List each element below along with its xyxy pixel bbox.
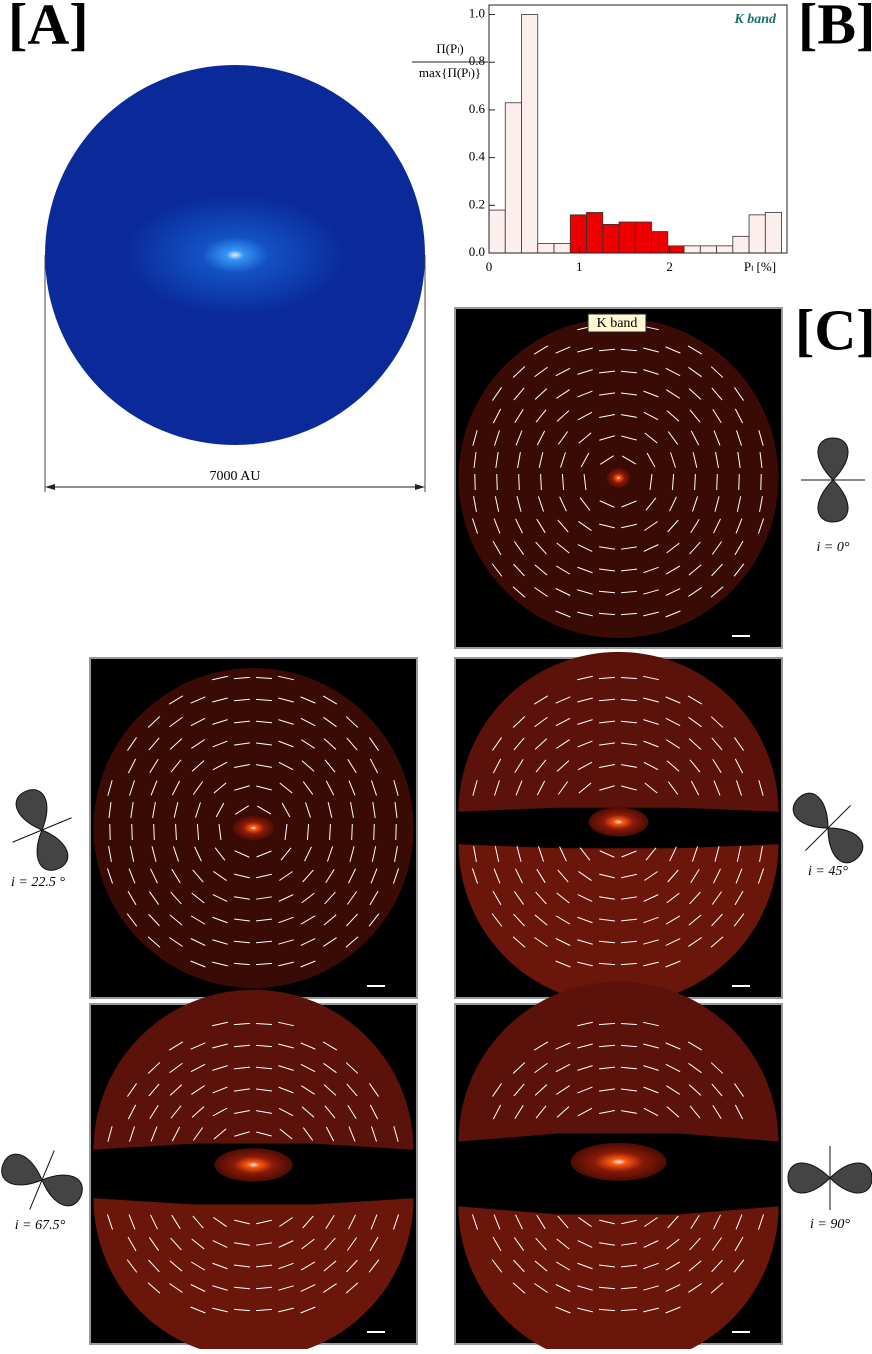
core [571,1143,667,1181]
bar [489,210,505,253]
inclination: i = 0° [817,540,850,555]
bar [538,243,554,253]
bar [765,212,781,253]
disk-glow [125,195,345,315]
panel [90,658,417,998]
lobe [0,1150,87,1210]
pol-vector [497,474,498,490]
core [215,1148,293,1182]
bar [554,243,570,253]
scale-label: 7000 AU [210,469,261,484]
band-label: K band [597,316,638,331]
panel-label: [B] [798,0,872,56]
y-tick-label: 0.2 [469,196,485,211]
panel [90,990,417,1349]
pol-vector [717,474,718,490]
bar [668,246,684,253]
x-axis-label: Pₗ [%] [744,259,776,274]
orientation-icon [0,1134,93,1225]
x-tick-label: 2 [666,259,673,274]
bar [684,246,700,253]
y-label-num: Π(Pₗ) [436,41,463,56]
y-tick-label: 0.4 [469,149,486,164]
inclination: i = 22.5 ° [11,875,65,890]
bar [587,212,603,253]
bar [733,236,749,253]
y-tick-label: 0.0 [469,244,485,259]
bar [619,222,635,253]
image-panels: K band [90,308,782,1349]
y-tick-label: 1.0 [469,6,485,21]
x-tick-label: 1 [576,259,583,274]
bar [700,246,716,253]
pol-vector [374,824,375,840]
bar [635,222,651,253]
pol-vector [352,824,353,840]
panel [455,652,782,1004]
core [607,468,631,488]
panel-label: [C] [795,297,872,362]
y-tick-label: 0.6 [469,101,486,116]
inclination: i = 45° [808,864,848,879]
bar [570,215,586,253]
inclination: i = 67.5° [15,1218,66,1233]
core [589,807,649,836]
inclination: i = 90° [810,1217,850,1232]
pol-vector [154,824,155,840]
panel [455,982,782,1349]
x-tick-label: 0 [486,259,493,274]
bar [749,215,765,253]
orientation-icon [788,1146,872,1210]
pol-vector [132,824,133,840]
bar [717,246,733,253]
pol-vector [739,474,740,490]
annotation: K band [733,12,777,27]
panel: K band [455,308,782,648]
orientation-icon [801,438,865,522]
bar [652,232,668,253]
panel-label: [A] [8,0,89,56]
pol-vector [519,474,520,490]
core [233,816,275,841]
bar [522,15,538,253]
bar [505,103,521,253]
orientation-icon [0,779,88,881]
y-label-den: max{Π(Pₗ)} [419,65,481,80]
bar [603,224,619,253]
